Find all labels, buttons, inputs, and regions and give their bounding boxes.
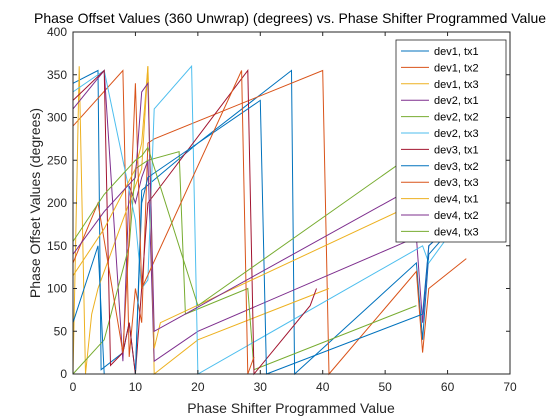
y-tick-label: 200 bbox=[47, 196, 67, 210]
legend-label-5: dev2, tx2 bbox=[434, 112, 479, 124]
y-tick-label: 100 bbox=[47, 282, 67, 296]
x-tick-label: 70 bbox=[503, 380, 517, 394]
y-axis-label: Phase Offset Values (degrees) bbox=[27, 108, 43, 298]
y-tick-label: 250 bbox=[47, 153, 67, 167]
x-tick-label: 10 bbox=[129, 380, 143, 394]
chart-title: Phase Offset Values (360 Unwrap) (degree… bbox=[34, 10, 546, 26]
series-line-6 bbox=[72, 64, 449, 375]
x-tick-label: 0 bbox=[70, 380, 77, 394]
series-line-10 bbox=[72, 66, 417, 349]
y-tick-label: 50 bbox=[54, 324, 68, 338]
legend-label-9: dev3, tx3 bbox=[434, 177, 479, 189]
x-tick-label: 40 bbox=[316, 380, 330, 394]
legend-label-1: dev1, tx1 bbox=[434, 46, 479, 58]
series-line-5 bbox=[72, 151, 417, 375]
x-axis-label: Phase Shifter Programmed Value bbox=[187, 400, 395, 416]
y-tick-label: 0 bbox=[60, 367, 67, 381]
legend-label-6: dev2, tx3 bbox=[434, 128, 479, 140]
legend-label-10: dev4, tx1 bbox=[434, 194, 479, 206]
legend: dev1, tx1 dev1, tx2 dev1, tx3 dev2, tx1 dev2… bbox=[395, 39, 507, 243]
legend-box bbox=[395, 39, 507, 243]
y-tick-label: 400 bbox=[47, 25, 67, 39]
series-line-2 bbox=[72, 69, 467, 376]
series-line-12 bbox=[72, 146, 417, 307]
legend-label-4: dev2, tx1 bbox=[434, 95, 479, 107]
series-line-1 bbox=[72, 69, 448, 376]
y-axis-ticks: 0 50 100 150 200 250 300 350 400 bbox=[47, 25, 510, 381]
x-tick-label: 50 bbox=[378, 380, 392, 394]
legend-label-3: dev1, tx3 bbox=[434, 79, 479, 91]
y-tick-label: 150 bbox=[47, 239, 67, 253]
series-line-9 bbox=[72, 70, 255, 375]
y-tick-label: 300 bbox=[47, 111, 67, 125]
legend-label-8: dev3, tx2 bbox=[434, 161, 479, 173]
legend-label-12: dev4, tx3 bbox=[434, 226, 479, 238]
series-line-8 bbox=[72, 99, 448, 375]
x-tick-label: 20 bbox=[191, 380, 205, 394]
x-tick-label: 30 bbox=[254, 380, 268, 394]
legend-label-2: dev1, tx2 bbox=[434, 62, 479, 74]
legend-label-7: dev3, tx1 bbox=[434, 144, 479, 156]
x-axis-ticks: 0 10 20 30 40 50 60 70 bbox=[70, 32, 517, 394]
legend-label-11: dev4, tx2 bbox=[434, 210, 479, 222]
y-tick-label: 350 bbox=[47, 68, 67, 82]
x-tick-label: 60 bbox=[441, 380, 455, 394]
